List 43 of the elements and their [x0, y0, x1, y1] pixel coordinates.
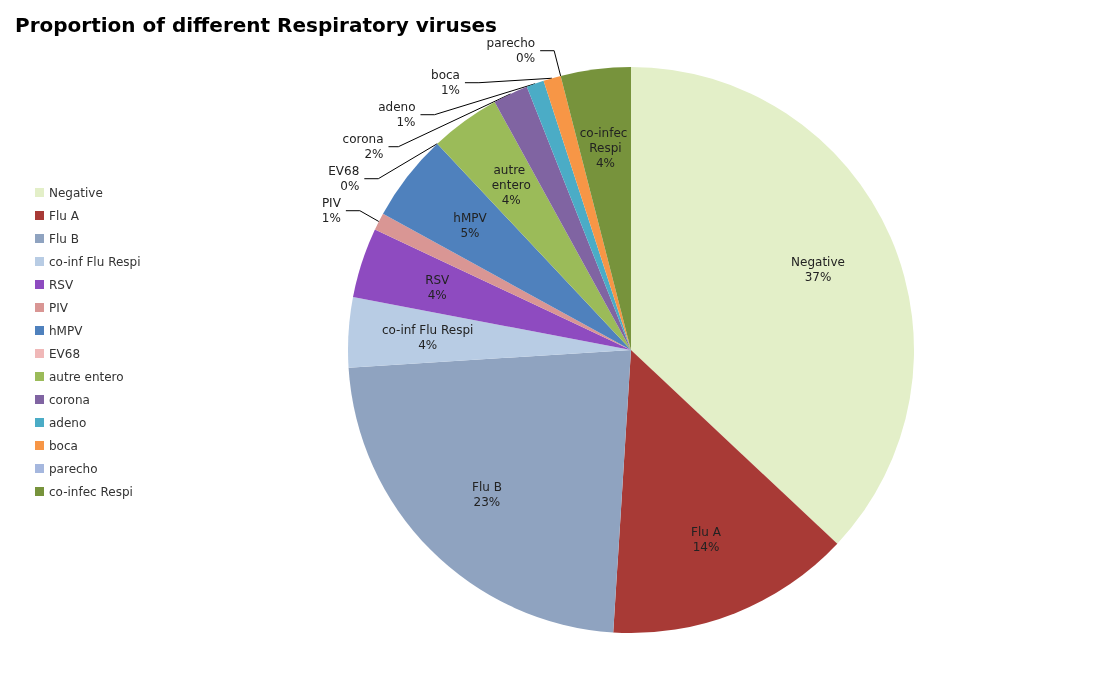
legend-label: co-infec Respi — [49, 484, 133, 499]
legend-label: hMPV — [49, 323, 84, 338]
data-label: 4% — [595, 155, 615, 170]
data-label: 4% — [418, 337, 438, 352]
slice-label: Flu B — [471, 479, 502, 494]
slice-label: corona — [342, 132, 384, 147]
legend-label: Flu A — [49, 208, 80, 223]
slice-label: co-infec Respi — [579, 125, 632, 155]
legend-label: boca — [49, 438, 78, 453]
slice-label: adeno — [378, 100, 416, 115]
text: 0% — [516, 51, 536, 66]
slice-label: co-inf Flu Respi — [381, 322, 474, 337]
slice-label: PIV — [321, 196, 342, 211]
data-label: 23% — [473, 494, 501, 509]
legend-label: Flu B — [49, 231, 79, 246]
slice-label: autre entero — [491, 163, 531, 193]
legend-label: adeno — [49, 415, 87, 430]
data-label: 5% — [460, 225, 480, 240]
data-label: 1% — [440, 83, 460, 98]
category-label: EV68 — [328, 164, 360, 179]
data-label: 4% — [427, 287, 447, 302]
legend-label: co-inf Flu Respi — [49, 254, 141, 269]
slice-label: boca — [431, 68, 460, 83]
chart-title: Proportion of different Respiratory viruses — [15, 13, 498, 37]
legend-label: autre entero — [49, 369, 124, 384]
slice-label: Flu A — [691, 524, 722, 539]
text: 0% — [340, 179, 360, 194]
data-label: 14% — [692, 539, 720, 554]
data-label: 1% — [396, 115, 416, 130]
legend-label: EV68 — [49, 346, 81, 361]
legend-label: Negative — [49, 185, 103, 200]
data-label: 1% — [321, 211, 341, 226]
slice-label: hMPV — [453, 210, 488, 225]
category-label: parecho — [486, 36, 536, 51]
legend-label: RSV — [49, 277, 74, 292]
legend-label: PIV — [49, 300, 69, 315]
data-label: 2% — [364, 147, 384, 162]
legend-label: corona — [49, 392, 90, 407]
data-label: 4% — [501, 193, 521, 208]
slice-label: RSV — [425, 272, 451, 287]
slice-label: Negative — [791, 254, 845, 269]
data-label: 37% — [804, 269, 832, 284]
legend-label: parecho — [49, 461, 98, 476]
